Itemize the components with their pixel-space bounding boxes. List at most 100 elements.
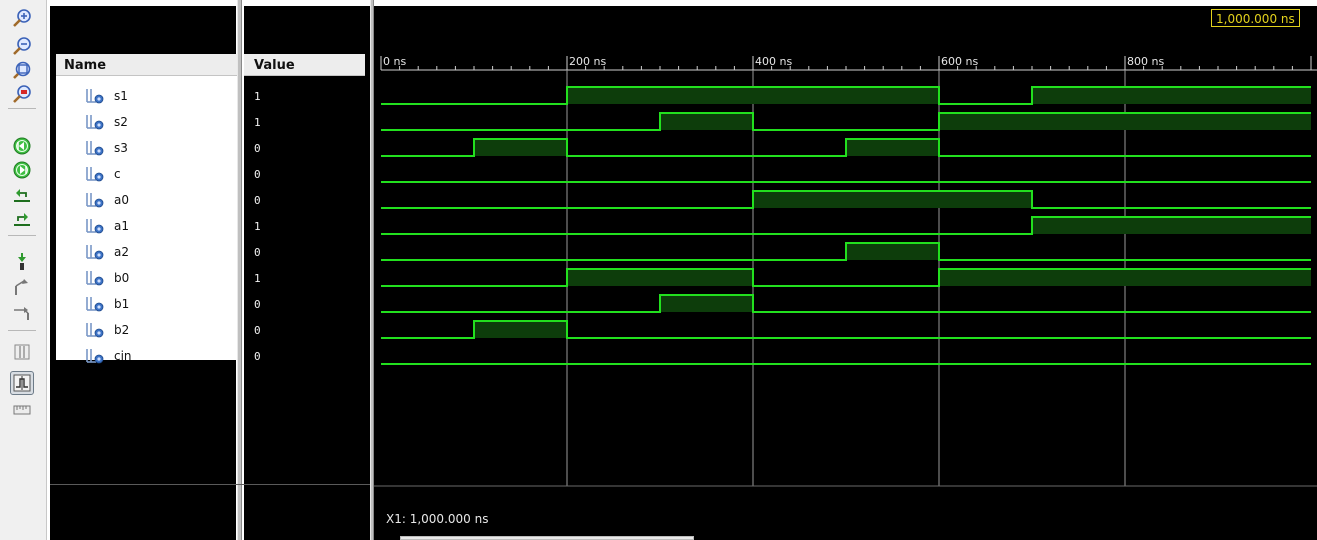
signal-value: 1 <box>254 115 261 129</box>
go-to-latest-time-button[interactable] <box>10 158 34 182</box>
ruler-tick-label: 400 ns <box>755 55 792 68</box>
add-marker-button[interactable] <box>10 250 34 274</box>
signal-row[interactable]: c <box>56 161 237 187</box>
signal-value: 0 <box>254 141 261 155</box>
ruler-tick-label: 600 ns <box>941 55 978 68</box>
signal-icon <box>86 167 104 182</box>
signal-value: 0 <box>254 349 261 363</box>
signal-name: b1 <box>114 297 130 311</box>
signal-waveform <box>381 138 1311 157</box>
signal-row[interactable]: b0 <box>56 265 237 291</box>
signal-high-fill <box>753 191 1032 208</box>
signal-high-fill <box>660 113 753 130</box>
signal-high-fill <box>846 243 939 260</box>
signal-icon <box>86 193 104 208</box>
value-column-header[interactable]: Value <box>244 54 365 76</box>
signal-icon <box>86 323 104 338</box>
signal-icon <box>86 115 104 130</box>
signal-high-fill <box>660 295 753 312</box>
signal-high-fill <box>1032 217 1311 234</box>
signal-waveform <box>381 268 1311 287</box>
signal-name: c <box>114 167 121 181</box>
signal-high-fill <box>939 269 1311 286</box>
signal-name: a2 <box>114 245 129 259</box>
signal-name-list: s1 s2 s3 c a0 a1 a2 b0 b1 b2 cin <box>56 76 238 364</box>
signal-icon <box>86 141 104 156</box>
previous-transition-button[interactable] <box>10 183 34 207</box>
add-marker-icon <box>18 253 26 270</box>
zoom-to-cursor-icon <box>13 85 31 103</box>
signal-row[interactable]: s3 <box>56 135 237 161</box>
horizontal-scrollbar[interactable] <box>400 536 694 540</box>
signal-waveform <box>381 190 1311 209</box>
ruler-tick-label: 800 ns <box>1127 55 1164 68</box>
signal-high-fill <box>939 113 1311 130</box>
next-marker-icon <box>14 307 29 320</box>
signal-icon <box>86 89 104 104</box>
zoom-fit-button[interactable] <box>10 58 34 82</box>
floating-ruler-button[interactable] <box>10 398 34 422</box>
next-transition-button[interactable] <box>10 207 34 231</box>
signal-name: cin <box>114 349 132 363</box>
cursor-time-label[interactable]: 1,000.000 ns <box>1211 9 1300 27</box>
signal-waveform <box>381 242 1311 261</box>
pane-bottom-divider <box>50 484 370 485</box>
signal-name: s3 <box>114 141 128 155</box>
signal-name: s1 <box>114 89 128 103</box>
signal-name: s2 <box>114 115 128 129</box>
signal-icon <box>86 349 104 364</box>
signal-value-pane <box>244 6 370 540</box>
signal-high-fill <box>474 139 567 156</box>
name-column-header[interactable]: Name <box>56 54 237 76</box>
signal-name: a0 <box>114 193 129 207</box>
zoom-in-button[interactable] <box>10 6 34 30</box>
signal-name: a1 <box>114 219 129 233</box>
signal-high-fill <box>1032 87 1311 104</box>
zoom-out-button[interactable] <box>10 34 34 58</box>
zoom-fit-icon <box>13 61 31 79</box>
signal-high-fill <box>846 139 939 156</box>
signal-high-fill <box>474 321 567 338</box>
swap-cursors-icon <box>14 344 30 360</box>
waveform-toolbar <box>0 0 47 540</box>
zoom-out-icon <box>13 37 31 55</box>
x1-cursor-readout: X1: 1,000.000 ns <box>386 512 489 526</box>
signal-waveform <box>381 86 1311 105</box>
signal-value: 0 <box>254 323 261 337</box>
signal-waveform <box>381 112 1311 131</box>
zoom-to-cursor-button[interactable] <box>10 82 34 106</box>
signal-row[interactable]: s1 <box>56 83 237 109</box>
signal-name: b2 <box>114 323 130 337</box>
snap-to-transition-icon <box>13 374 31 392</box>
next-marker-button[interactable] <box>10 300 34 324</box>
signal-value: 1 <box>254 219 261 233</box>
go-to-time-zero-button[interactable] <box>10 134 34 158</box>
signal-row[interactable]: a1 <box>56 213 237 239</box>
signal-waveform <box>381 294 1311 313</box>
signal-icon <box>86 219 104 234</box>
previous-marker-button[interactable] <box>10 275 34 299</box>
floating-ruler-icon <box>13 405 31 415</box>
zoom-in-icon <box>13 9 31 27</box>
name-value-splitter[interactable] <box>237 0 242 540</box>
ruler-tick-label: 0 ns <box>383 55 406 68</box>
swap-cursors-button[interactable] <box>10 340 34 364</box>
value-wave-splitter[interactable] <box>370 0 374 540</box>
signal-row[interactable]: b2 <box>56 317 237 343</box>
signal-row[interactable]: s2 <box>56 109 237 135</box>
snap-to-transition-button[interactable] <box>10 371 34 395</box>
signal-row[interactable]: b1 <box>56 291 237 317</box>
waveform-pane[interactable]: 0 ns 200 ns 400 ns 600 ns 800 ns <box>374 6 1317 540</box>
signal-row[interactable]: cin <box>56 343 237 369</box>
signal-waveform <box>381 320 1311 339</box>
signal-icon <box>86 297 104 312</box>
next-transition-icon <box>14 213 30 226</box>
signal-value: 0 <box>254 297 261 311</box>
previous-transition-icon <box>14 189 30 202</box>
signal-row[interactable]: a2 <box>56 239 237 265</box>
waveform-canvas[interactable]: 0 ns 200 ns 400 ns 600 ns 800 ns <box>374 6 1317 540</box>
signal-row[interactable]: a0 <box>56 187 237 213</box>
signal-value: 0 <box>254 193 261 207</box>
signal-waveform <box>381 216 1311 235</box>
signal-value: 0 <box>254 167 261 181</box>
